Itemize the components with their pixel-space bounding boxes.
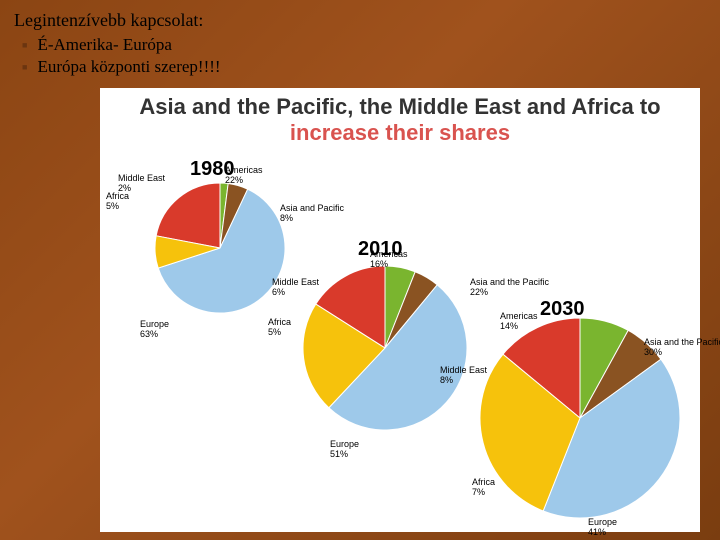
pie-canvas [100,88,700,532]
region-label: Americas16% [370,250,408,270]
bullet-list: É-Amerika- EurópaEurópa központi szerep!… [14,35,706,77]
bullet-item: É-Amerika- Európa [22,35,706,55]
year-label: 2030 [540,298,585,321]
region-label: Europe63% [140,320,169,340]
region-label: Africa5% [106,192,129,212]
region-label: Asia and the Pacific30% [644,338,720,358]
region-label: Americas22% [225,166,263,186]
region-label: Americas14% [500,312,538,332]
region-label: Africa5% [268,318,291,338]
chart-panel: Asia and the Pacific, the Middle East an… [100,88,700,532]
region-label: Europe41% [588,518,617,538]
region-label: Middle East8% [440,366,487,386]
region-label: Asia and the Pacific22% [470,278,549,298]
region-label: Asia and Pacific8% [280,204,344,224]
region-label: Africa7% [472,478,495,498]
region-label: Middle East6% [272,278,319,298]
slide-title: Legintenzívebb kapcsolat: [14,10,706,31]
bullet-item: Európa központi szerep!!!! [22,57,706,77]
region-label: Europe51% [330,440,359,460]
slide-header: Legintenzívebb kapcsolat: É-Amerika- Eur… [0,0,720,83]
